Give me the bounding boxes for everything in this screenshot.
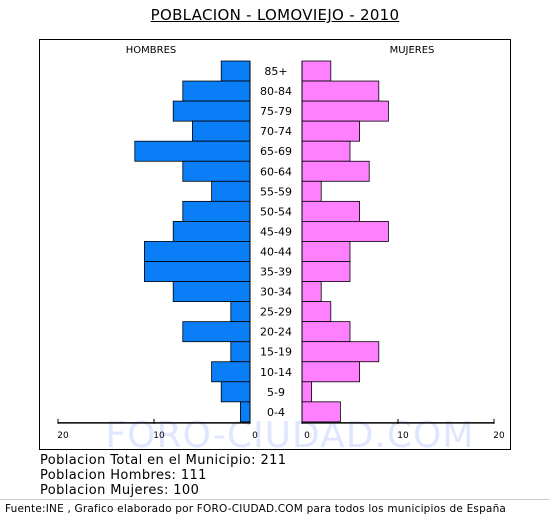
- age-label-40-44: 40-44: [260, 245, 292, 258]
- bar-mujeres-80-84: [301, 80, 380, 102]
- chart-title: POBLACION - LOMOVIEJO - 2010: [150, 6, 400, 24]
- bar-mujeres-0-4: [301, 401, 341, 423]
- bar-mujeres-20-24: [301, 321, 351, 343]
- footer-divider: [0, 499, 550, 500]
- bar-hombres-40-44: [144, 241, 251, 262]
- bar-mujeres-85+: [301, 60, 332, 82]
- bar-hombres-35-39: [144, 261, 251, 282]
- x-tick-label-1: 10: [153, 431, 165, 441]
- age-label-65-69: 65-69: [260, 145, 292, 158]
- bar-mujeres-60-64: [301, 160, 370, 182]
- legend-hombres: HOMBRES: [126, 45, 177, 56]
- bar-hombres-20-24: [182, 321, 251, 343]
- bar-hombres-65-69: [134, 140, 251, 162]
- bar-hombres-10-14: [211, 361, 251, 383]
- age-label-0-4: 0-4: [267, 406, 285, 419]
- bar-hombres-80-84: [182, 80, 251, 102]
- age-label-70-74: 70-74: [260, 125, 292, 138]
- bar-hombres-15-19: [230, 341, 251, 363]
- bar-mujeres-25-29: [301, 301, 332, 323]
- age-label-85+: 85+: [264, 65, 287, 78]
- bar-hombres-70-74: [191, 120, 251, 142]
- age-label-50-54: 50-54: [260, 205, 292, 218]
- bar-mujeres-40-44: [301, 241, 351, 262]
- bar-hombres-50-54: [182, 200, 251, 222]
- watermark: FORO-CIUDAD.COM: [106, 415, 475, 449]
- x-tick-label-5: 20: [493, 431, 505, 441]
- bar-hombres-5-9: [220, 381, 251, 403]
- bar-mujeres-70-74: [301, 120, 360, 142]
- bar-mujeres-55-59: [301, 180, 322, 202]
- bar-hombres-55-59: [211, 180, 251, 202]
- age-label-5-9: 5-9: [267, 386, 285, 399]
- bar-mujeres-75-79: [301, 100, 389, 122]
- bar-mujeres-10-14: [301, 361, 360, 383]
- age-label-20-24: 20-24: [260, 326, 292, 339]
- bar-mujeres-35-39: [301, 261, 351, 282]
- stat-mujeres: Poblacion Mujeres: 100: [40, 483, 200, 498]
- bar-mujeres-45-49: [301, 220, 389, 242]
- age-label-15-19: 15-19: [260, 346, 292, 359]
- bar-hombres-75-79: [172, 100, 251, 122]
- x-tick-label-0: 20: [57, 431, 69, 441]
- x-tick-label-2: 0: [252, 431, 258, 441]
- stat-total: Poblacion Total en el Municipio: 211: [40, 453, 287, 468]
- bar-mujeres-65-69: [301, 140, 351, 162]
- legend-mujeres: MUJERES: [390, 45, 435, 56]
- source-footer: Fuente:INE , Grafico elaborado por FORO-…: [5, 503, 507, 515]
- age-label-80-84: 80-84: [260, 85, 292, 98]
- age-label-10-14: 10-14: [260, 366, 292, 379]
- population-pyramid: FORO-CIUDAD.COM HOMBRES MUJERES 85+ 80-84 75-…: [57, 45, 505, 449]
- age-label-45-49: 45-49: [260, 225, 292, 238]
- chart-frame: FORO-CIUDAD.COM HOMBRES MUJERES 85+ 80-84 75-…: [39, 39, 511, 450]
- bar-hombres-60-64: [182, 160, 251, 182]
- bar-mujeres-30-34: [301, 281, 322, 303]
- x-tick-label-3: 0: [304, 431, 310, 441]
- bar-mujeres-15-19: [301, 341, 380, 363]
- stat-hombres: Poblacion Hombres: 111: [40, 468, 207, 483]
- bar-hombres-0-4: [239, 401, 251, 423]
- age-label-75-79: 75-79: [260, 105, 292, 118]
- age-label-35-39: 35-39: [260, 266, 292, 279]
- bar-hombres-45-49: [172, 220, 251, 242]
- age-label-30-34: 30-34: [260, 286, 292, 299]
- age-label-55-59: 55-59: [260, 185, 292, 198]
- x-tick-label-4: 10: [397, 431, 409, 441]
- bar-mujeres-5-9: [301, 381, 313, 403]
- bar-hombres-85+: [220, 60, 251, 82]
- bar-hombres-30-34: [172, 281, 251, 303]
- age-label-60-64: 60-64: [260, 165, 292, 178]
- bar-mujeres-50-54: [301, 200, 360, 222]
- bar-hombres-25-29: [230, 301, 251, 323]
- age-label-25-29: 25-29: [260, 306, 292, 319]
